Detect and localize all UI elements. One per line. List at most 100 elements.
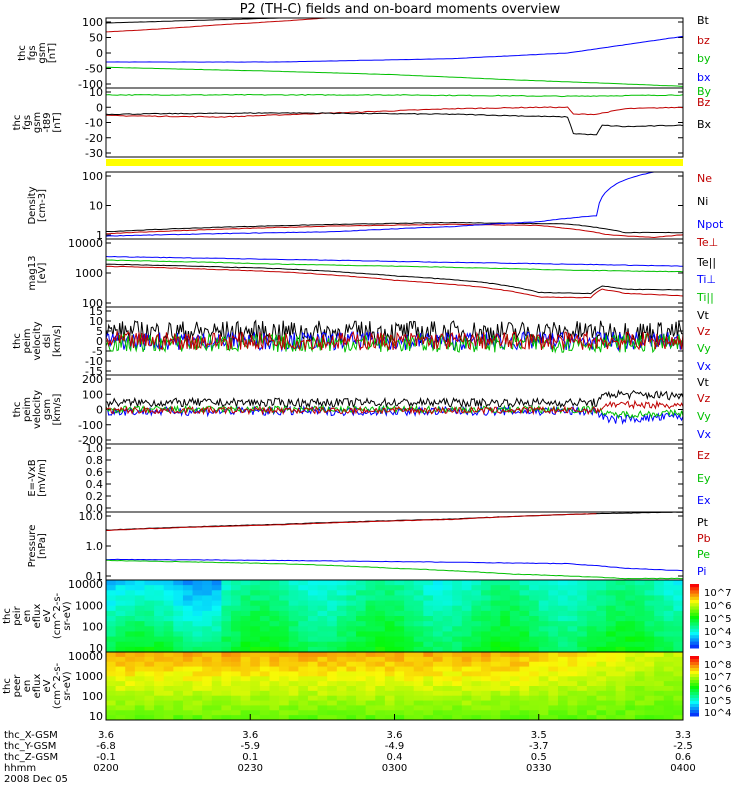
colorbar-tick-label: 10^4 — [704, 627, 731, 638]
heatmap-cell — [452, 626, 463, 632]
heatmap-cell — [471, 715, 482, 721]
heatmap-cell — [606, 695, 617, 702]
heatmap-cell — [182, 616, 194, 622]
heatmap-cell — [115, 690, 126, 697]
panel-frame — [105, 443, 684, 513]
heatmap-cell — [221, 600, 232, 607]
heatmap-cell — [586, 580, 597, 586]
heatmap-cell — [625, 610, 636, 617]
heatmap-cell — [192, 661, 203, 668]
heatmap-cell — [634, 600, 646, 607]
heatmap-cell — [307, 646, 319, 653]
heatmap-cell — [413, 590, 424, 596]
heatmap-cell — [356, 681, 367, 687]
heatmap-cell — [240, 636, 251, 643]
colorbar-segment — [690, 603, 699, 607]
heatmap-cell — [471, 616, 482, 622]
x-axis-row-label: thc_Y-GSM — [4, 741, 56, 752]
heatmap-cell — [644, 580, 655, 586]
heatmap-cell — [288, 686, 299, 692]
y-tick-label: -50 — [85, 63, 103, 76]
heatmap-cell — [375, 646, 386, 653]
y-tick-label: 1 — [96, 229, 103, 242]
heatmap-cell — [625, 636, 636, 643]
heatmap-cell — [269, 646, 280, 653]
y-tick-label: 100 — [82, 170, 103, 183]
heatmap-cell — [115, 580, 126, 586]
heatmap-cell — [125, 646, 136, 653]
y-axis-label: E=-VxB — [27, 459, 38, 496]
heatmap-cell — [404, 585, 415, 591]
heatmap-cell — [327, 715, 338, 721]
colorbar-segment — [690, 668, 699, 672]
colorbar-segment — [690, 659, 699, 663]
heatmap-cell — [490, 585, 501, 591]
heatmap-cell — [461, 626, 472, 632]
y-axis-label: -t89 — [42, 112, 53, 132]
heatmap-cell — [538, 636, 549, 643]
heatmap-cell — [586, 661, 597, 668]
heatmap-cell — [298, 610, 309, 617]
heatmap-cell — [154, 580, 165, 586]
heatmap-cell — [394, 666, 405, 672]
heatmap-cell — [106, 700, 117, 706]
heatmap-cell — [384, 686, 395, 692]
heatmap-cell — [163, 681, 174, 687]
heatmap-cell — [231, 652, 242, 658]
heatmap-cell — [365, 641, 376, 648]
heatmap-cell — [240, 605, 251, 612]
heatmap-cell — [115, 626, 126, 632]
legend-entry: bx — [697, 71, 711, 84]
y-axis-label: [eV] — [37, 263, 48, 284]
heatmap-cell — [654, 590, 665, 596]
heatmap-cell — [625, 690, 636, 697]
heatmap-cell — [173, 600, 184, 607]
heatmap-cell — [606, 705, 617, 711]
heatmap-cell — [288, 636, 299, 643]
heatmap-cell — [269, 686, 280, 692]
heatmap-cell — [327, 656, 338, 663]
heatmap-cell — [625, 671, 636, 677]
heatmap-cell — [356, 656, 367, 663]
heatmap-cell — [221, 671, 232, 677]
colorbar-segment — [690, 689, 699, 693]
heatmap-cell — [567, 580, 578, 586]
heatmap-cell — [644, 590, 655, 596]
heatmap-cell — [375, 686, 386, 692]
heatmap-cell — [490, 666, 501, 672]
y-axis-label: Pressure — [27, 525, 38, 568]
heatmap-cell — [182, 585, 194, 591]
heatmap-cell — [211, 646, 222, 653]
heatmap-cell — [221, 656, 232, 663]
heatmap-cell — [481, 580, 492, 586]
heatmap-cell — [327, 646, 338, 653]
heatmap-cell — [106, 631, 117, 638]
heatmap-cell — [154, 641, 165, 648]
legend-entry: Vz — [697, 392, 711, 405]
y-tick-label: 1000 — [75, 670, 103, 683]
heatmap-cell — [115, 590, 126, 596]
heatmap-cell — [663, 636, 674, 643]
heatmap-cell — [221, 661, 232, 668]
heatmap-cell — [365, 621, 376, 627]
heatmap-cell — [461, 676, 472, 682]
panel-frame — [105, 511, 684, 581]
heatmap-cell — [259, 580, 270, 586]
x-axis-value: 3.3 — [675, 730, 691, 741]
heatmap-cell — [586, 690, 597, 697]
y-tick-label: 0 — [96, 101, 103, 114]
heatmap-cell — [394, 641, 405, 648]
heatmap-cell — [654, 631, 665, 638]
heatmap-cell — [452, 600, 463, 607]
heatmap-cell — [538, 616, 549, 622]
heatmap-cell — [231, 626, 242, 632]
heatmap-cell — [490, 610, 501, 617]
heatmap-cell — [557, 690, 569, 697]
heatmap-cell — [548, 605, 559, 612]
heatmap-cell — [577, 681, 588, 687]
heatmap-cell — [567, 600, 578, 607]
heatmap-cell — [442, 666, 453, 672]
heatmap-cell — [654, 600, 665, 607]
heatmap-cell — [548, 631, 559, 638]
heatmap-cell — [269, 656, 280, 663]
